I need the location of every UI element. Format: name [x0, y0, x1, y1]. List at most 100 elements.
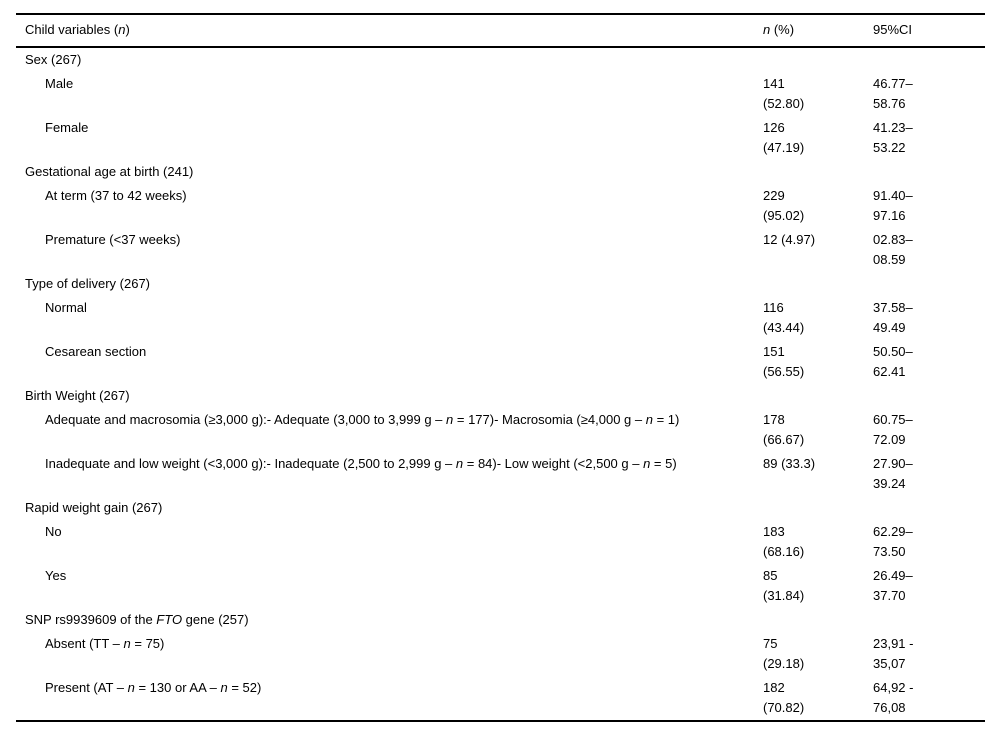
plain-text: At term (37 to 42 weeks) [45, 188, 187, 203]
ci-cell: 60.75– 72.09 [873, 408, 985, 452]
n-cell: 89 (33.3) [763, 452, 873, 496]
n-cell [763, 608, 873, 632]
n-cell: 182 (70.82) [763, 676, 873, 721]
n-value-line: (95.02) [763, 208, 805, 223]
table-body: Sex (267) Male 141 (52.80) 46.77– 58.76 Female… [16, 47, 985, 721]
child-variables-table: Child variables (n) n (%) 95%CI Sex (267) M… [16, 13, 985, 722]
variable-cell: No [16, 520, 763, 564]
ci-cell [873, 47, 985, 72]
variable-cell: Absent (TT – n = 75) [16, 632, 763, 676]
plain-text: Gestational age at birth (241) [25, 164, 194, 179]
ci-value-line: 76,08 [873, 700, 906, 715]
n-value-line: 126 [763, 120, 785, 135]
item-row: Yes 85 (31.84) 26.49– 37.70 [16, 564, 985, 608]
ci-cell [873, 384, 985, 408]
ci-cell: 41.23– 53.22 [873, 116, 985, 160]
plain-text: = 52) [227, 680, 262, 695]
ci-value-line: 41.23– [873, 120, 913, 135]
plain-text: = 84)- Low weight (<2,500 g – [463, 456, 644, 471]
ci-cell: 46.77– 58.76 [873, 72, 985, 116]
header-row: Child variables (n) n (%) 95%CI [16, 14, 985, 48]
ci-value-line: 49.49 [873, 320, 906, 335]
n-cell: 178 (66.67) [763, 408, 873, 452]
ci-value-line: 26.49– [873, 568, 913, 583]
item-row: Male 141 (52.80) 46.77– 58.76 [16, 72, 985, 116]
n-value-line: (43.44) [763, 320, 805, 335]
plain-text: Normal [45, 300, 87, 315]
n-value-line: 183 [763, 524, 785, 539]
item-row: Female 126 (47.19) 41.23– 53.22 [16, 116, 985, 160]
category-row: Sex (267) [16, 47, 985, 72]
variable-cell: Yes [16, 564, 763, 608]
ci-value-line: 08.59 [873, 252, 906, 267]
item-row: Normal 116 (43.44) 37.58– 49.49 [16, 296, 985, 340]
plain-text: = 5) [650, 456, 677, 471]
ci-cell [873, 608, 985, 632]
paper-table-region: Child variables (n) n (%) 95%CI Sex (267) M… [16, 13, 985, 722]
n-cell: 141 (52.80) [763, 72, 873, 116]
variable-cell: Rapid weight gain (267) [16, 496, 763, 520]
header-95ci: 95%CI [873, 14, 985, 48]
n-cell: 116 (43.44) [763, 296, 873, 340]
variable-cell: Gestational age at birth (241) [16, 160, 763, 184]
ci-value-line: 02.83– [873, 232, 913, 247]
category-row: Birth Weight (267) [16, 384, 985, 408]
plain-text: Child variables ( [25, 22, 119, 37]
ci-cell [873, 272, 985, 296]
plain-text: Cesarean section [45, 344, 147, 359]
variable-cell: Adequate and macrosomia (≥3,000 g):- Ade… [16, 408, 763, 452]
italic-text: n [118, 22, 126, 37]
plain-text: (%) [770, 22, 795, 37]
italic-text: n [455, 456, 464, 471]
table-header: Child variables (n) n (%) 95%CI [16, 14, 985, 48]
ci-value-line: 91.40– [873, 188, 913, 203]
n-value-line: (66.67) [763, 432, 805, 447]
item-row: Present (AT – n = 130 or AA – n = 52) 182… [16, 676, 985, 721]
plain-text: = 130 or AA – [134, 680, 221, 695]
category-row: Type of delivery (267) [16, 272, 985, 296]
n-value-line: (56.55) [763, 364, 805, 379]
ci-value-line: 58.76 [873, 96, 906, 111]
n-cell: 151 (56.55) [763, 340, 873, 384]
plain-text: Adequate and macrosomia (≥3,000 g):- Ade… [45, 412, 447, 427]
ci-value-line: 62.29– [873, 524, 913, 539]
n-value-line: (29.18) [763, 656, 805, 671]
n-cell [763, 496, 873, 520]
n-value-line: (68.16) [763, 544, 805, 559]
ci-cell: 02.83– 08.59 [873, 228, 985, 272]
n-value-line: 182 [763, 680, 785, 695]
ci-cell: 37.58– 49.49 [873, 296, 985, 340]
item-row: Absent (TT – n = 75) 75 (29.18) 23,91 -35,0… [16, 632, 985, 676]
ci-cell: 91.40– 97.16 [873, 184, 985, 228]
plain-text: Sex (267) [25, 52, 82, 67]
n-value-line: (52.80) [763, 96, 805, 111]
category-row: SNP rs9939609 of the FTO gene (257) [16, 608, 985, 632]
item-row: No 183 (68.16) 62.29– 73.50 [16, 520, 985, 564]
n-cell: 183 (68.16) [763, 520, 873, 564]
ci-value-line: 62.41 [873, 364, 906, 379]
item-row: Cesarean section 151 (56.55) 50.50– 62.41 [16, 340, 985, 384]
ci-value-line: 60.75– [873, 412, 913, 427]
ci-value-line: 50.50– [873, 344, 913, 359]
ci-value-line: 37.70 [873, 588, 906, 603]
item-row: Premature (<37 weeks) 12 (4.97) 02.83– 08.5… [16, 228, 985, 272]
variable-cell: Normal [16, 296, 763, 340]
plain-text: gene (257) [182, 612, 249, 627]
variable-cell: Premature (<37 weeks) [16, 228, 763, 272]
category-row: Rapid weight gain (267) [16, 496, 985, 520]
item-row: Adequate and macrosomia (≥3,000 g):- Ade… [16, 408, 985, 452]
ci-cell: 50.50– 62.41 [873, 340, 985, 384]
plain-text: No [45, 524, 62, 539]
ci-value-line: 46.77– [873, 76, 913, 91]
n-cell [763, 384, 873, 408]
header-n-percent: n (%) [763, 14, 873, 48]
plain-text: Absent (TT – [45, 636, 124, 651]
plain-text: Present (AT – [45, 680, 128, 695]
variable-cell: Sex (267) [16, 47, 763, 72]
n-value-line: 75 [763, 636, 778, 651]
italic-text: n [220, 680, 228, 695]
italic-text: FTO [156, 612, 183, 627]
plain-text: Premature (<37 weeks) [45, 232, 181, 247]
variable-cell: At term (37 to 42 weeks) [16, 184, 763, 228]
n-cell [763, 160, 873, 184]
